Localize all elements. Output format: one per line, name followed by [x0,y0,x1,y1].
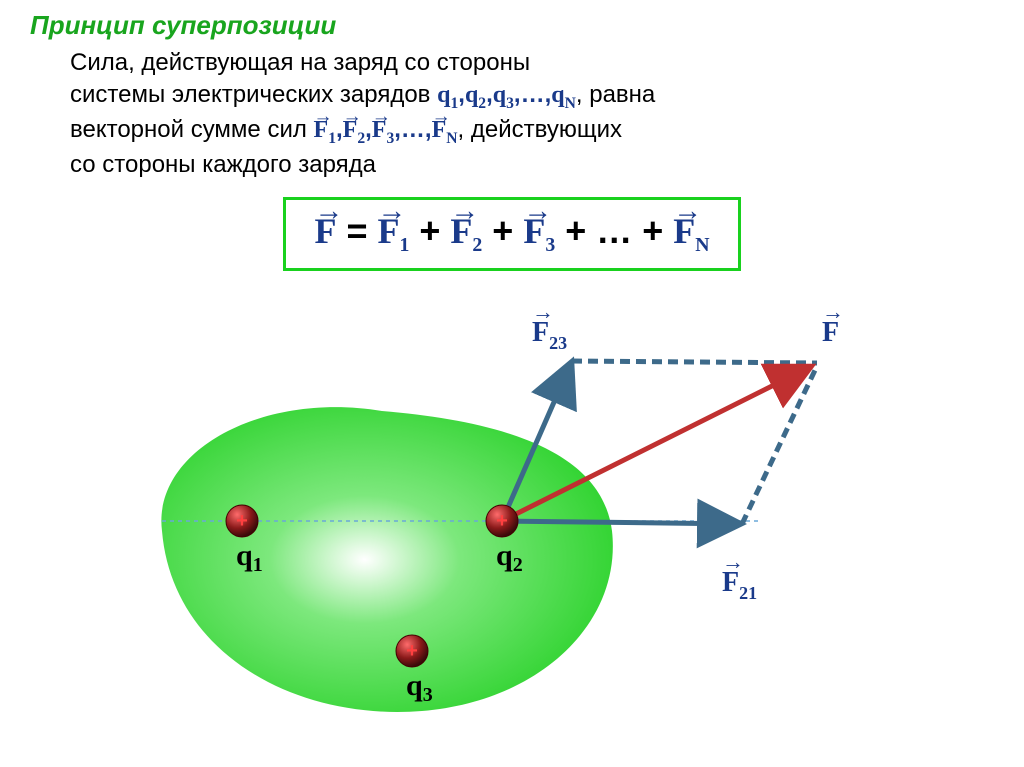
vector-diagram: +q1+q2+q3→F23→F→F21 [42,291,982,731]
force-symbol-list: →F1,→F2,→F3,…,→FN [314,116,458,143]
charge-symbol-list: q1,q2,q3,…,qN [437,81,576,108]
force-vector-F21 [502,521,742,524]
charge-plus-q1: + [236,510,248,532]
text-line4: со стороны каждого заряда [70,151,376,178]
text-line2b: , равна [576,81,655,108]
force-vector-resultant [502,366,812,521]
dielectric-blob [161,407,612,712]
parallelogram-side [572,361,817,363]
text-line3b: , действующих [458,116,622,143]
parallelogram-side [742,366,817,524]
description-text: Сила, действующая на заряд со стороны си… [70,47,994,181]
charge-plus-q3: + [406,640,418,662]
formula-box: →F = →F1 + →F2 + →F3 + … + →FN [283,197,740,270]
charge-plus-q2: + [496,510,508,532]
diagram-svg: +q1+q2+q3→F23→F→F21 [42,291,982,731]
page-title: Принцип суперпозиции [30,10,994,41]
vector-label-F: F [822,317,839,348]
text-line1: Сила, действующая на заряд со стороны [70,49,530,76]
text-line3a: векторной сумме сил [70,116,314,143]
